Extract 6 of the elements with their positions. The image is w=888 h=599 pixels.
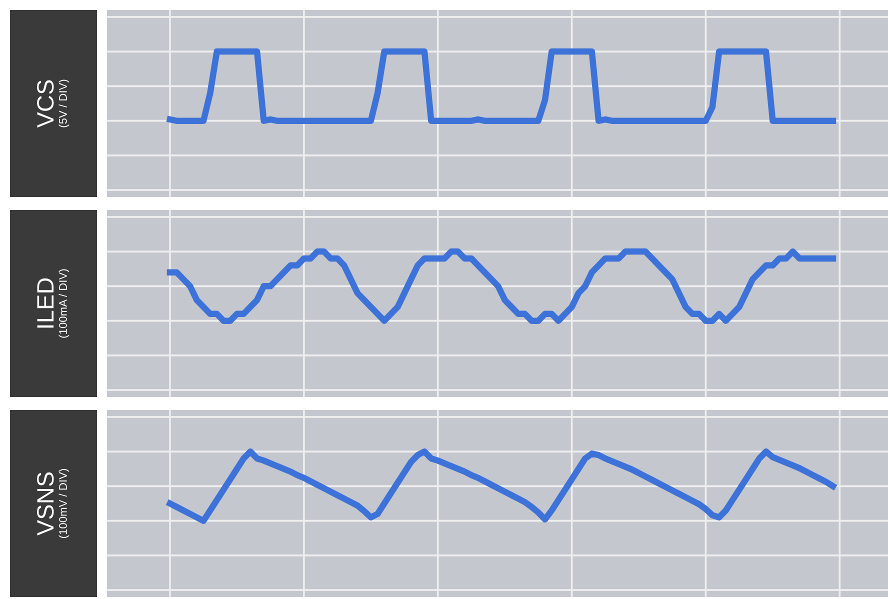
y-axis-title: VSNS bbox=[37, 472, 54, 536]
y-axis-title: ILED bbox=[37, 278, 54, 328]
y-axis-title: VCS bbox=[37, 80, 54, 128]
text: (100mA / DIV) bbox=[58, 269, 70, 338]
text: (5V / DIV) bbox=[58, 80, 70, 128]
text: (100mV / DIV) bbox=[58, 468, 70, 538]
